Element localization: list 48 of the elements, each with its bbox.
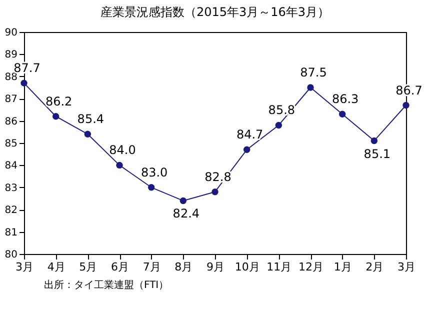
y-tick-label: 80 [4, 250, 18, 260]
data-label: 84.0 [109, 143, 136, 158]
y-tick-label: 82 [4, 205, 18, 216]
x-tick-label: 11月 [266, 260, 292, 274]
point [20, 80, 28, 86]
x-tick-label: 3月 [398, 260, 416, 274]
data-label: 83.0 [140, 165, 168, 180]
y-tick-label: 90 [4, 28, 18, 38]
data-label: 84.7 [236, 128, 264, 142]
chart-title: 産業景況感指数（2015年3月～16年3月） [100, 5, 330, 19]
x-tick-label: 2月 [366, 260, 384, 274]
y-tick-label: 86 [4, 116, 18, 128]
point [338, 110, 346, 118]
x-tick-label: 10月 [234, 260, 260, 274]
point [52, 113, 60, 120]
y-tick-label: 83 [4, 182, 18, 194]
point [307, 84, 314, 91]
x-tick-label: 4月 [47, 260, 66, 274]
x-tick-label: 12月 [298, 260, 324, 274]
data-label: 85.1 [364, 146, 391, 161]
y-tick-label: 88 [4, 72, 18, 83]
data-label: 86.3 [332, 92, 359, 106]
point [243, 146, 250, 154]
point [180, 197, 187, 204]
y-tick-label: 87 [4, 94, 18, 106]
x-tick-label: 6月 [111, 260, 129, 274]
text: 出所：タイ工業連盟（FTI） [44, 279, 169, 291]
point [275, 122, 282, 129]
y-tick-label: 81 [4, 227, 18, 238]
x-tick-label: 5月 [79, 260, 98, 274]
x-tick-label: 9月 [206, 260, 224, 274]
x-tick-label: 7月 [142, 260, 161, 274]
x-tick-label: 1月 [334, 260, 352, 274]
data-label: 82.4 [172, 206, 200, 221]
point [148, 184, 155, 191]
data-label: 86.2 [45, 94, 72, 108]
y-tick-label: 85 [4, 138, 18, 150]
data-label: 87.5 [300, 66, 327, 80]
point [84, 130, 92, 138]
x-tick-label: 3月 [16, 260, 34, 274]
y-tick-label: 89 [4, 50, 18, 61]
point [402, 102, 410, 109]
data-label: 85.4 [77, 112, 104, 126]
point [370, 137, 378, 144]
point [116, 162, 123, 169]
y-tick-label: 84 [4, 160, 18, 172]
x-tick-label: 8月 [174, 260, 193, 274]
point [212, 188, 218, 196]
